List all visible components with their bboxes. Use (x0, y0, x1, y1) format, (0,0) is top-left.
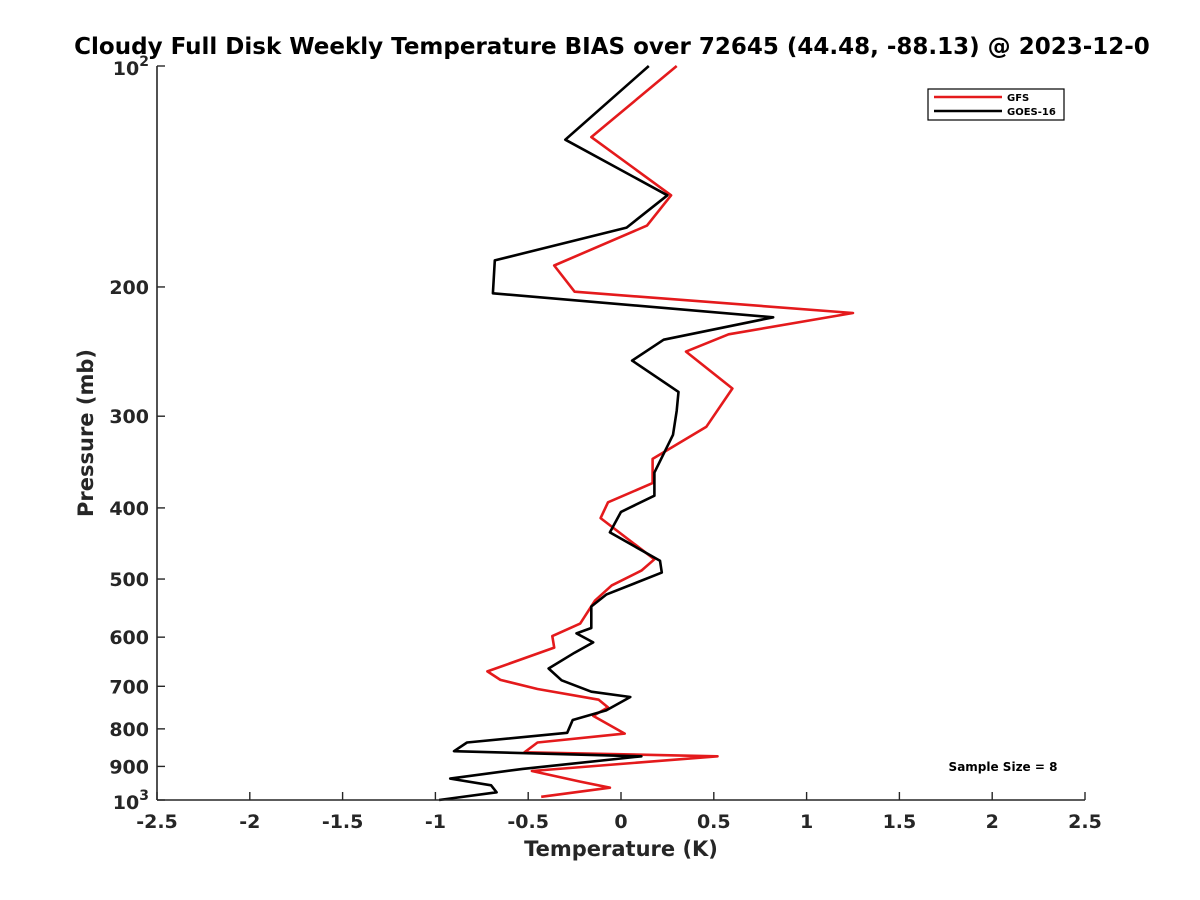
y-tick-label: 300 (109, 406, 149, 428)
y-tick-base: 10 (113, 58, 139, 80)
y-tick-label: 200 (109, 277, 149, 299)
series-layer (438, 65, 855, 802)
y-tick-label: 103 (113, 788, 149, 814)
y-tick-label: 900 (109, 756, 149, 778)
x-tick-label: 0 (614, 811, 627, 833)
y-tick-label: 400 (109, 498, 149, 520)
y-tick-label: 102 (113, 54, 149, 80)
y-tick-label: 800 (109, 719, 149, 741)
x-tick-label: -1.5 (322, 811, 364, 833)
sample-size-annotation: Sample Size = 8 (949, 760, 1058, 774)
x-tick-label: -0.5 (507, 811, 549, 833)
legend: GFS GOES-16 (927, 88, 1065, 121)
y-tick-label: 500 (109, 569, 149, 591)
x-tick-label: 0.5 (697, 811, 731, 833)
x-tick-label: 1.5 (883, 811, 917, 833)
series-line-goes16 (438, 65, 775, 802)
x-tick-label: 1 (800, 811, 813, 833)
x-axis-label: Temperature (K) (524, 837, 718, 861)
x-tick-label: 2 (986, 811, 999, 833)
y-tick-label: 600 (109, 627, 149, 649)
y-axis-label: Pressure (mb) (74, 349, 98, 517)
y-tick-base: 10 (113, 792, 139, 814)
chart-title: Cloudy Full Disk Weekly Temperature BIAS… (74, 34, 1150, 60)
legend-label-gfs: GFS (1007, 93, 1029, 104)
x-tick-label: -2.5 (136, 811, 178, 833)
y-tick-exponent: 2 (139, 54, 149, 70)
x-ticks: -2.5 -2 -1.5 -1 -0.5 0 0.5 1 1.5 2 2.5 (136, 792, 1102, 833)
legend-label-goes16: GOES-16 (1007, 107, 1056, 118)
legend-box (927, 88, 1065, 121)
x-tick-label: 2.5 (1068, 811, 1102, 833)
x-tick-label: -1 (425, 811, 446, 833)
y-tick-exponent: 3 (139, 788, 149, 804)
axes-layer (156, 66, 1085, 801)
series-line-gfs (486, 65, 855, 799)
y-tick-label: 700 (109, 676, 149, 698)
x-tick-label: -2 (239, 811, 260, 833)
